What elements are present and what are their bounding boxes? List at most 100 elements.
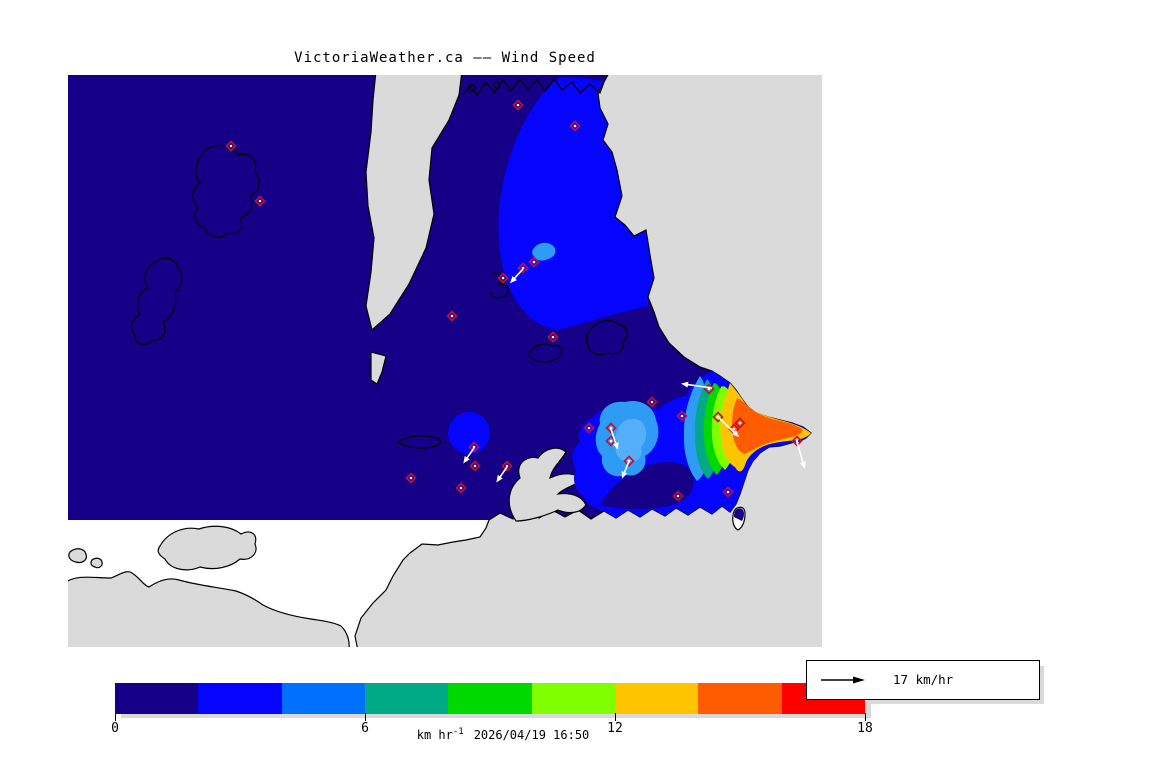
station-marker: [455, 482, 467, 494]
station-marker: [734, 417, 746, 429]
wind-arrow-shaft: [610, 428, 618, 446]
island-saltspring: [192, 144, 260, 238]
wind-arrow-shaft: [796, 441, 805, 465]
colorbar-tick-mark: [615, 713, 616, 721]
island-mid-small: [528, 343, 563, 363]
station-marker-center: [551, 335, 555, 339]
station-marker-center: [676, 494, 680, 498]
station-marker-center: [516, 103, 520, 107]
station-marker-center: [459, 486, 463, 490]
island-grey-large: [157, 525, 257, 571]
wind-arrow-shaft: [498, 466, 508, 479]
contour-orange: [732, 398, 803, 454]
station-marker: [722, 486, 734, 498]
islet-north-2: [493, 81, 501, 89]
island-grey-islet-2: [90, 557, 103, 569]
station-marker-center: [726, 490, 730, 494]
contour-lightblue-spot: [532, 242, 556, 261]
station-marker: [254, 195, 266, 207]
station-marker-center: [532, 260, 536, 264]
colorbar-tick-mark: [865, 713, 866, 721]
station-marker: [547, 331, 559, 343]
wind-arrow-head: [509, 276, 517, 284]
station-marker-center: [501, 276, 505, 280]
colorbar-tick-label: 12: [607, 721, 623, 736]
wind-arrow-shaft: [685, 383, 713, 389]
colorbar-segment-7: [698, 683, 782, 714]
island-trial-cap: [734, 508, 744, 521]
colorbar-tick-mark: [365, 713, 366, 721]
wind-arrow-head: [732, 430, 740, 438]
station-marker: [512, 99, 524, 111]
wind-arrow-shaft: [465, 447, 475, 460]
wind-arrow-shaft: [623, 460, 630, 475]
station-marker: [501, 460, 513, 472]
station-marker: [569, 120, 581, 132]
wind-arrow-shaft: [717, 416, 737, 435]
station-marker: [497, 272, 509, 284]
colorbar-tick-mark: [115, 713, 116, 721]
station-marker: [672, 490, 684, 502]
colorbar-tick-label: 0: [111, 721, 119, 736]
contour-navy-wedge: [600, 462, 694, 510]
station-marker: [528, 256, 540, 268]
colorbar-tick-label: 6: [361, 721, 369, 736]
contour-blue-north: [498, 77, 654, 330]
station-marker: [446, 310, 458, 322]
station-marker: [605, 422, 617, 434]
wind-arrow-shaft: [512, 268, 524, 281]
station-marker: [676, 410, 688, 422]
units-exponent: -1: [452, 727, 464, 737]
island-thin-west: [396, 435, 442, 449]
wind-arrows: [463, 268, 806, 483]
islet-north-1: [467, 83, 477, 93]
station-marker: [646, 396, 658, 408]
station-marker: [405, 472, 417, 484]
wind-arrow-head: [681, 381, 689, 388]
station-marker-center: [738, 421, 742, 425]
coastline-details: [130, 77, 628, 449]
station-marker-center: [258, 199, 262, 203]
land-bottom-left: [68, 571, 350, 647]
colorbar: [115, 683, 865, 714]
station-marker-center: [473, 464, 477, 468]
colorbar-segment-0: [115, 683, 199, 714]
colorbar-segment-1: [198, 683, 282, 714]
island-mid-large: [585, 320, 628, 356]
station-marker-center: [650, 400, 654, 404]
units-text: km hr: [416, 728, 453, 742]
colorbar-segment-3: [364, 683, 449, 714]
station-marker-center: [573, 124, 577, 128]
station-marker: [225, 140, 237, 152]
station-marker: [623, 455, 635, 467]
station-marker-center: [609, 426, 613, 430]
station-marker-center: [450, 314, 454, 318]
wind-arrow-head: [800, 461, 806, 469]
legend-wind-label: 17 km/hr: [893, 672, 954, 687]
inlet-squiggle: [489, 271, 509, 299]
land-esquimalt: [508, 447, 587, 522]
station-marker: [791, 435, 803, 447]
colorbar-segment-2: [281, 683, 365, 714]
island-grey-islet-1: [68, 548, 87, 564]
page-title: VictoriaWeather.ca —— Wind Speed: [294, 50, 596, 66]
colorbar-units: km hr-1 2026/04/19 16:50: [303, 727, 703, 742]
contour-core-west: [615, 418, 647, 462]
land-sliver: [370, 351, 387, 385]
wind-arrow-head: [496, 475, 503, 483]
wind-arrow-head: [463, 456, 470, 464]
colorbar-tick-label: 18: [857, 721, 873, 736]
station-marker: [469, 460, 481, 472]
colorbar-segment-6: [614, 683, 699, 714]
station-marker-center: [732, 427, 736, 431]
station-marker-center: [229, 144, 233, 148]
station-marker-center: [409, 476, 413, 480]
station-marker: [583, 422, 595, 434]
station-marker: [517, 262, 529, 274]
land-top-wedge: [365, 75, 463, 332]
island-long: [130, 257, 183, 346]
datetime-text: 2026/04/19 16:50: [473, 728, 590, 742]
legend-arrow-icon: [821, 676, 865, 684]
